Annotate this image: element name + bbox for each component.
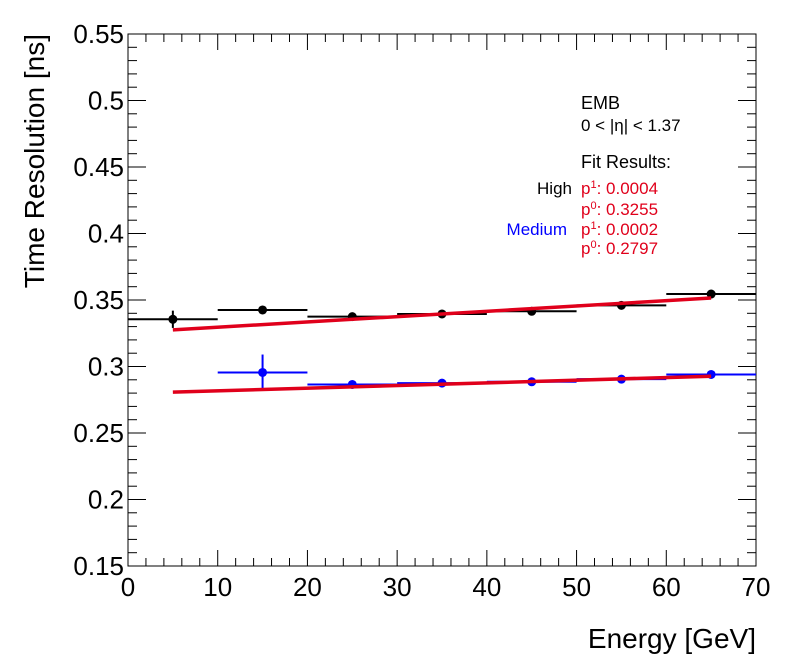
data-point-high [128,310,218,328]
tick-labels: 0 10 20 30 40 50 60 70 0.15 0.2 0.25 0.3 0.35 0.4 0.45… [73,19,770,602]
x-axis-label: Energy [GeV] [588,623,756,654]
fit-line-high-p1: p1: 0.0004 [581,179,658,198]
medium-label: Medium [507,220,567,239]
data-marks [128,289,756,391]
region-label: EMB [581,93,620,113]
x-tick-label: 70 [742,572,771,602]
y-tick-label: 0.45 [73,152,124,182]
axis-ticks [127,33,757,567]
y-tick-label: 0.5 [88,86,124,116]
data-point-high [217,305,308,315]
fit-line-medium-p1: p1: 0.0002 [581,220,658,239]
fit-results-title: Fit Results: [581,152,671,172]
y-tick-label: 0.4 [88,219,124,249]
marker [258,305,268,315]
x-tick-label: 40 [472,572,501,602]
legend: EMB 0 < |η| < 1.37 Fit Results: High Med… [507,93,681,258]
x-tick-label: 20 [293,572,322,602]
y-tick-label: 0.2 [88,485,124,515]
eta-range-label: 0 < |η| < 1.37 [581,116,681,135]
fit-line-medium [172,374,712,394]
y-tick-label: 0.15 [73,551,124,581]
marker [168,314,178,324]
data-point-medium [217,354,308,391]
x-tick-label: 60 [652,572,681,602]
fit-line-high [172,296,712,332]
fit-line-medium-p0: p0: 0.2797 [581,239,658,258]
x-tick-label: 30 [383,572,412,602]
y-tick-label: 0.55 [73,19,124,49]
fit-lines [172,296,712,394]
fit-line-high-p0: p0: 0.3255 [581,200,658,219]
x-tick-label: 0 [121,572,135,602]
x-tick-label: 50 [562,572,591,602]
data-point-high [666,289,756,299]
y-tick-label: 0.25 [73,418,124,448]
y-tick-label: 0.35 [73,285,124,315]
x-tick-label: 10 [203,572,232,602]
marker [258,367,268,377]
y-axis-label: Time Resolution [ns] [19,34,50,288]
marker [706,289,716,299]
y-tick-label: 0.3 [88,352,124,382]
high-label: High [537,179,572,198]
